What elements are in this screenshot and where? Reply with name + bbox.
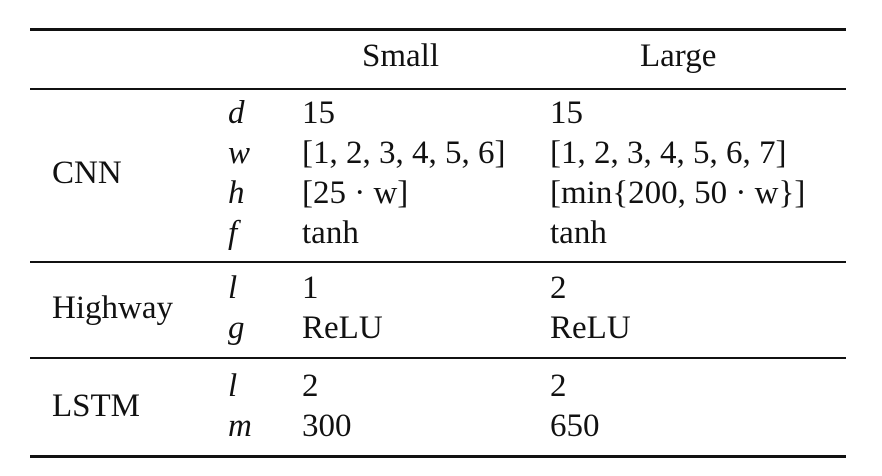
- param-cell: d: [228, 95, 245, 131]
- large-cell: 15: [550, 95, 583, 131]
- section-label-highway: Highway: [52, 290, 173, 326]
- top-rule: [30, 28, 846, 31]
- small-cell: 15: [302, 95, 335, 131]
- large-cell: 2: [550, 368, 567, 404]
- param-cell: l: [228, 368, 238, 404]
- bottom-rule: [30, 455, 846, 458]
- param-cell: l: [228, 270, 238, 306]
- section-rule: [30, 357, 846, 359]
- param-cell: m: [228, 408, 252, 444]
- param-cell: g: [228, 310, 245, 346]
- param-cell: h: [228, 175, 245, 211]
- large-cell: 650: [550, 408, 600, 444]
- header-small: Small: [362, 38, 440, 74]
- large-cell: [min{200, 50 · w}]: [550, 175, 806, 211]
- large-cell: ReLU: [550, 310, 631, 346]
- header-rule: [30, 88, 846, 90]
- section-label-cnn: CNN: [52, 155, 122, 191]
- large-cell: 2: [550, 270, 567, 306]
- small-cell: ReLU: [302, 310, 383, 346]
- small-cell: tanh: [302, 215, 359, 251]
- small-cell: 2: [302, 368, 319, 404]
- section-rule: [30, 261, 846, 263]
- param-cell: f: [228, 215, 238, 251]
- small-cell: [25 · w]: [302, 175, 409, 211]
- section-label-lstm: LSTM: [52, 388, 141, 424]
- header-large: Large: [640, 38, 717, 74]
- large-cell: [1, 2, 3, 4, 5, 6, 7]: [550, 135, 787, 171]
- small-cell: [1, 2, 3, 4, 5, 6]: [302, 135, 506, 171]
- large-cell: tanh: [550, 215, 607, 251]
- param-cell: w: [228, 135, 251, 171]
- small-cell: 1: [302, 270, 319, 306]
- small-cell: 300: [302, 408, 352, 444]
